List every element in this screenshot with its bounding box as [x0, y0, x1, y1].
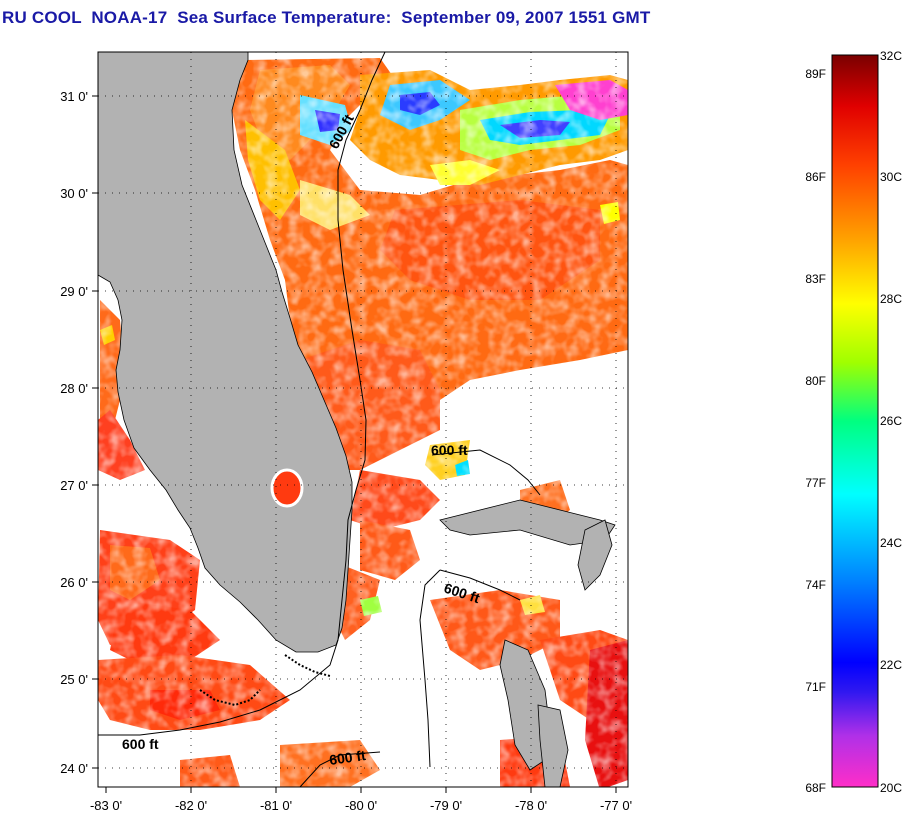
- colorbar-c-label: 26C: [880, 414, 902, 428]
- plot-frame: [97, 51, 629, 788]
- colorbar-c-label: 22C: [880, 658, 902, 672]
- isobath-lines: [98, 52, 541, 787]
- colorbar-c-labels: 32C 30C 28C 26C 24C 22C 20C: [880, 49, 902, 795]
- colorbar-gradient: [831, 54, 879, 788]
- lat-tick-label: 27 0': [60, 478, 88, 493]
- lat-tick-label: 28 0': [60, 381, 88, 396]
- colorbar-f-label: 80F: [805, 374, 826, 388]
- lon-tick-label: -81 0': [260, 798, 292, 813]
- colorbar-f-label: 89F: [805, 67, 826, 81]
- colorbar-f-label: 86F: [805, 170, 826, 184]
- colorbar-f-label: 74F: [805, 578, 826, 592]
- axis-ticks: [92, 95, 617, 793]
- lat-tick-label: 26 0': [60, 575, 88, 590]
- lon-tick-label: -83 0': [90, 798, 122, 813]
- colorbar-c-label: 28C: [880, 292, 902, 306]
- colorbar: 89F 86F 83F 80F 77F 74F 71F 68F 32C 30C …: [805, 49, 902, 795]
- lon-tick-label: -82 0': [175, 798, 207, 813]
- lon-tick-label: -77 0': [600, 798, 632, 813]
- lat-tick-label: 30 0': [60, 186, 88, 201]
- lon-tick-labels: -83 0' -82 0' -81 0' -80 0' -79 0' -78 0…: [90, 798, 632, 813]
- lon-tick-label: -80 0': [345, 798, 377, 813]
- isobath-label: 600 ft: [328, 747, 367, 768]
- lat-tick-label: 29 0': [60, 284, 88, 299]
- map-title: RU COOL NOAA-17 Sea Surface Temperature:…: [2, 8, 651, 27]
- lat-tick-label: 24 0': [60, 761, 88, 776]
- isobath-label: 600 ft: [122, 736, 159, 752]
- lat-tick-labels: 24 0' 25 0' 26 0' 27 0' 28 0' 29 0' 30 0…: [60, 89, 88, 776]
- colorbar-f-label: 77F: [805, 476, 826, 490]
- colorbar-c-label: 20C: [880, 781, 902, 795]
- lat-tick-label: 25 0': [60, 672, 88, 687]
- graticule: [98, 52, 628, 787]
- colorbar-f-label: 83F: [805, 272, 826, 286]
- colorbar-f-label: 68F: [805, 781, 826, 795]
- lat-tick-label: 31 0': [60, 89, 88, 104]
- map-plot-area: [98, 52, 628, 787]
- colorbar-f-label: 71F: [805, 680, 826, 694]
- colorbar-f-labels: 89F 86F 83F 80F 77F 74F 71F 68F: [805, 67, 826, 795]
- colorbar-c-label: 32C: [880, 49, 902, 63]
- colorbar-c-label: 30C: [880, 170, 902, 184]
- isobath-label: 600 ft: [431, 442, 468, 458]
- lon-tick-label: -78 0': [515, 798, 547, 813]
- colorbar-c-label: 24C: [880, 536, 902, 550]
- lon-tick-label: -79 0': [430, 798, 462, 813]
- land: [98, 52, 616, 787]
